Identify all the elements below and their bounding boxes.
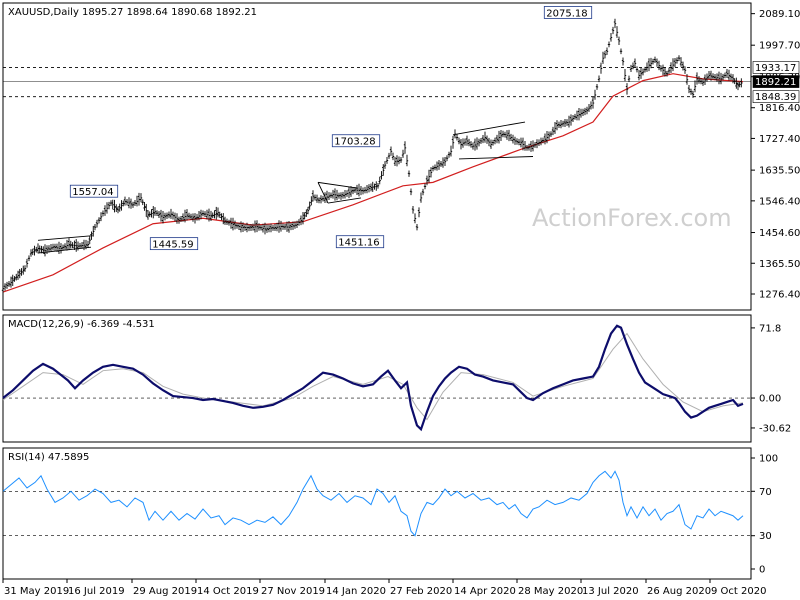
macd-header: MACD(12,26,9) -6.369 -4.531 xyxy=(8,319,155,330)
price-callout-label: 1451.16 xyxy=(338,238,379,249)
x-tick-label: 13 Jul 2020 xyxy=(582,586,639,597)
price-ytick-label: 1276.40 xyxy=(759,289,800,300)
rsi-ytick-label: 0 xyxy=(759,565,765,576)
price-header: XAUUSD,Daily 1895.27 1898.64 1890.68 189… xyxy=(8,7,257,18)
price-panel[interactable] xyxy=(2,2,752,311)
trend-channel-line xyxy=(327,197,362,204)
price-callout-label: 1703.28 xyxy=(334,137,375,148)
macd-plot: 71.8 0.00 -30.62 xyxy=(2,323,791,434)
price-level-box xyxy=(752,61,800,74)
price-ytick-label: 1546.40 xyxy=(759,196,800,207)
rsi-header: RSI(14) 47.5895 xyxy=(8,452,89,463)
rsi-panel[interactable] xyxy=(2,447,752,580)
price-callout-box xyxy=(335,235,385,249)
price-callout-box xyxy=(149,237,199,251)
price-callout-box xyxy=(543,6,593,19)
price-ytick-label: 1816.40 xyxy=(759,103,800,114)
price-callout-label: 1445.59 xyxy=(152,240,193,251)
x-tick-label: 26 Aug 2020 xyxy=(647,586,711,597)
trend-channel-line xyxy=(452,121,526,136)
x-tick-label: 14 Apr 2020 xyxy=(454,586,516,597)
price-ytick-label: 1365.50 xyxy=(759,259,800,270)
trend-channel-line xyxy=(37,235,92,241)
price-callout-label: 2075.18 xyxy=(546,8,587,19)
price-plot: 2089.101997.701906.301816.401727.401635.… xyxy=(1,6,800,300)
macd-line xyxy=(2,324,744,432)
trend-channel-line xyxy=(317,182,329,204)
price-level-label: 1933.17 xyxy=(755,63,796,74)
trend-channel-line xyxy=(317,181,359,189)
price-level-box xyxy=(752,90,800,103)
x-tick-label: 28 May 2020 xyxy=(518,586,583,597)
x-tick-label: 27 Feb 2020 xyxy=(390,586,452,597)
price-level-label: 1892.21 xyxy=(755,77,796,88)
macd-panel[interactable] xyxy=(2,314,752,443)
rsi-line xyxy=(2,470,744,537)
x-tick-label: 14 Jan 2020 xyxy=(326,586,386,597)
price-ytick-label: 2089.10 xyxy=(759,9,800,20)
rsi-ytick-label: 100 xyxy=(759,454,778,465)
moving-average-line xyxy=(2,73,744,293)
price-level-box xyxy=(752,75,800,88)
rsi-plot: 100 70 30 0 xyxy=(2,454,778,576)
price-callout-box xyxy=(331,134,381,148)
x-tick-label: 14 Oct 2019 xyxy=(197,586,259,597)
price-ytick-label: 1454.60 xyxy=(759,228,800,239)
x-tick-label: 29 Aug 2019 xyxy=(133,586,197,597)
rsi-ytick-label: 30 xyxy=(759,531,772,542)
price-callout-label: 1557.04 xyxy=(72,187,113,198)
price-ytick-label: 1635.50 xyxy=(759,166,800,177)
x-tick-label: 27 Nov 2019 xyxy=(261,586,325,597)
watermark: ActionForex.com xyxy=(532,204,732,232)
macd-ytick-label: 0.00 xyxy=(759,394,781,405)
x-tick-label: 31 May 2019 xyxy=(4,586,69,597)
macd-ytick-label: 71.8 xyxy=(759,323,781,334)
x-tick-label: 9 Oct 2020 xyxy=(711,586,766,597)
trend-channel-line xyxy=(37,246,92,254)
price-ytick-label: 1997.70 xyxy=(759,41,800,52)
price-ytick-label: 1727.40 xyxy=(759,134,800,145)
macd-ytick-label: -30.62 xyxy=(759,423,791,434)
x-tick-label: 16 Jul 2019 xyxy=(68,586,125,597)
price-level-label: 1848.39 xyxy=(755,92,796,103)
price-callout-box xyxy=(69,184,119,198)
rsi-ytick-label: 70 xyxy=(759,487,772,498)
trend-channel-line xyxy=(458,156,534,160)
